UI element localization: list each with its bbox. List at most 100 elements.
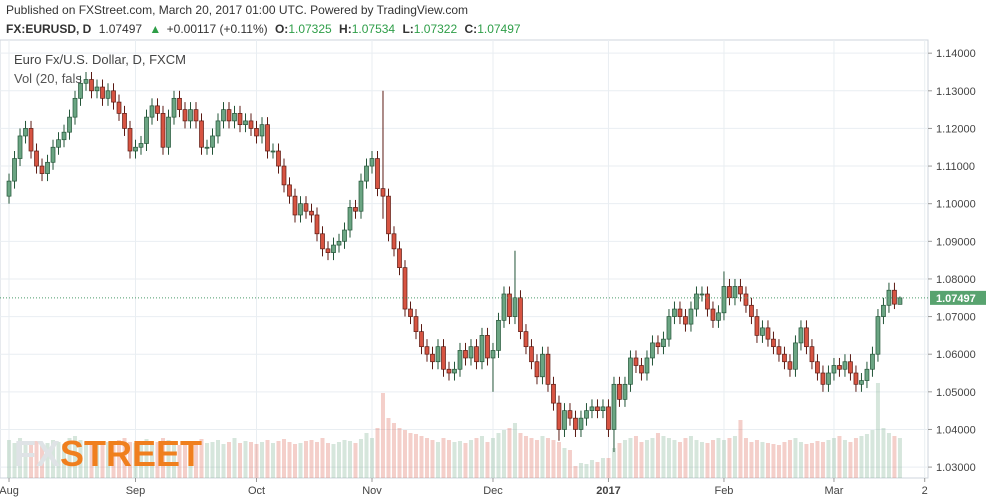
candle-body bbox=[232, 113, 237, 122]
volume-bar bbox=[479, 436, 484, 478]
candle-body bbox=[369, 158, 375, 167]
candle-body bbox=[23, 128, 28, 137]
candle-body bbox=[155, 105, 160, 114]
volume-bar bbox=[815, 441, 820, 478]
candle-body bbox=[529, 346, 534, 363]
candle-body bbox=[600, 406, 606, 411]
volume-bar bbox=[666, 438, 671, 478]
volume-bar bbox=[122, 438, 127, 478]
volume-bar bbox=[826, 440, 831, 478]
candle-body bbox=[226, 109, 232, 122]
volume-bar bbox=[23, 442, 28, 478]
candle-body bbox=[259, 124, 265, 137]
volume-bar bbox=[760, 442, 765, 478]
candle-body bbox=[870, 353, 875, 370]
volume-bar bbox=[106, 442, 111, 478]
volume-bar bbox=[842, 440, 847, 478]
volume-bar bbox=[45, 443, 50, 478]
volume-bar bbox=[518, 433, 523, 478]
candle-body bbox=[446, 368, 452, 374]
volume-bar bbox=[40, 445, 45, 478]
candle-body bbox=[760, 327, 765, 336]
y-tick-label: 1.04000 bbox=[936, 424, 976, 436]
volume-bar bbox=[617, 443, 622, 478]
volume-bar bbox=[782, 442, 787, 478]
candle-body bbox=[683, 316, 688, 325]
y-tick-label: 1.07000 bbox=[936, 312, 976, 324]
volume-bar bbox=[298, 443, 303, 478]
volume-bar bbox=[705, 443, 710, 478]
volume-bar bbox=[859, 436, 864, 478]
candle-body bbox=[39, 165, 45, 174]
candle-body bbox=[254, 128, 259, 137]
candle-body bbox=[133, 146, 138, 152]
l-value: 1.07322 bbox=[414, 22, 458, 36]
volume-bar bbox=[408, 433, 413, 478]
c-value: 1.07497 bbox=[477, 22, 521, 36]
volume-bar bbox=[864, 434, 869, 478]
candle-body bbox=[380, 188, 386, 197]
volume-bar bbox=[639, 442, 644, 478]
arrow: ▲ bbox=[149, 22, 161, 36]
candle-body bbox=[287, 184, 292, 197]
volume-bar bbox=[578, 463, 583, 478]
volume-bar bbox=[457, 441, 462, 478]
volume-bar bbox=[595, 462, 600, 478]
candle-body bbox=[413, 316, 419, 332]
volume-bar bbox=[501, 430, 506, 478]
candle-body bbox=[743, 293, 749, 306]
volume-bar bbox=[347, 441, 352, 478]
last-price: 1.07497 bbox=[99, 22, 143, 36]
candle-body bbox=[837, 365, 842, 370]
volume-bar bbox=[831, 438, 836, 478]
volume-bar bbox=[320, 438, 325, 478]
volume-bar bbox=[380, 393, 385, 478]
volume-bar bbox=[611, 448, 616, 478]
candle-body bbox=[298, 203, 303, 216]
candle-body bbox=[336, 240, 342, 246]
candle-body bbox=[815, 361, 820, 374]
candle-body bbox=[138, 143, 144, 148]
candle-body bbox=[457, 350, 463, 370]
volume-bar bbox=[875, 383, 880, 478]
candle-body bbox=[534, 361, 540, 378]
volume-bar bbox=[749, 442, 754, 478]
candle-body bbox=[694, 293, 699, 310]
candle-body bbox=[72, 97, 78, 118]
candle-body bbox=[749, 304, 754, 317]
x-tick-label: Mar bbox=[824, 485, 843, 497]
candle-body bbox=[782, 353, 787, 363]
volume-bar bbox=[694, 440, 699, 478]
candle-body bbox=[738, 286, 743, 295]
x-tick-label: 2017 bbox=[596, 485, 620, 497]
volume-bar bbox=[397, 428, 402, 478]
last-price-label: 1.07497 bbox=[936, 293, 976, 305]
volume-bar bbox=[133, 443, 138, 478]
candle-body bbox=[6, 180, 12, 197]
candle-body bbox=[507, 293, 512, 317]
volume-bar bbox=[95, 441, 100, 478]
candle-body bbox=[595, 406, 600, 411]
candle-body bbox=[391, 233, 397, 250]
volume-bar bbox=[683, 438, 688, 478]
candle-body bbox=[89, 79, 94, 92]
volume-bar bbox=[292, 444, 297, 478]
volume-bar bbox=[205, 443, 210, 478]
candle-body bbox=[479, 335, 485, 363]
watermark: FXSTREET bbox=[14, 433, 202, 474]
symbol-line: FX:EURUSD, D 1.07497 ▲ +0.00117 (+0.11%)… bbox=[6, 22, 521, 36]
candle-body bbox=[358, 180, 364, 212]
candle-body bbox=[144, 116, 149, 144]
candle-body bbox=[672, 308, 677, 317]
volume-bar bbox=[474, 438, 479, 478]
candle-body bbox=[270, 150, 276, 153]
volume-bar bbox=[402, 430, 407, 478]
candle-body bbox=[699, 293, 705, 296]
volume-bar bbox=[545, 438, 550, 478]
volume-bar bbox=[342, 440, 347, 478]
candle-body bbox=[210, 135, 215, 148]
volume-bar bbox=[139, 441, 144, 478]
volume-bar bbox=[155, 442, 160, 478]
x-tick-label: Sep bbox=[126, 485, 146, 497]
x-tick-label: Dec bbox=[483, 485, 503, 497]
